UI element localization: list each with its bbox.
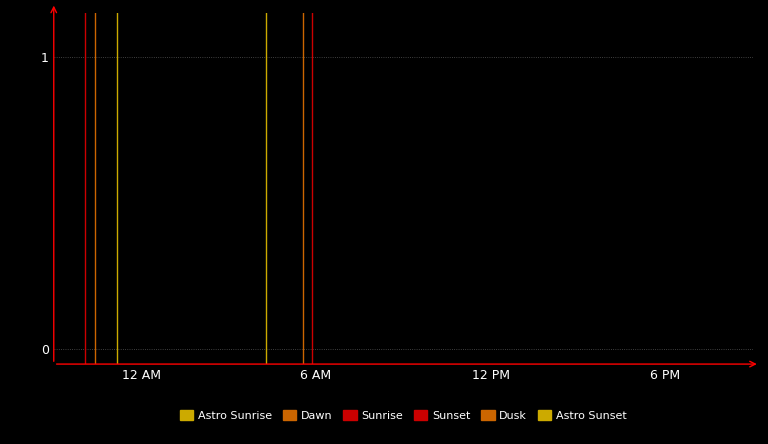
- Legend: Astro Sunrise, Dawn, Sunrise, Sunset, Dusk, Astro Sunset: Astro Sunrise, Dawn, Sunrise, Sunset, Du…: [175, 406, 631, 425]
